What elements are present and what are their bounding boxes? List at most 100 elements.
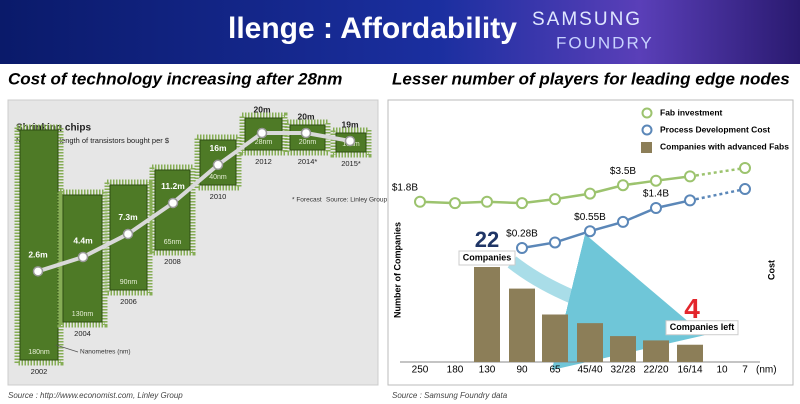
data-label: $0.28B (506, 229, 538, 240)
chip (109, 184, 148, 291)
node-label: 40nm (209, 174, 227, 181)
annotation: Companies (463, 252, 512, 262)
data-label: 7.3m (118, 212, 138, 222)
x-tick-label: 22/20 (643, 365, 668, 376)
data-point (684, 194, 696, 207)
data-point (549, 193, 561, 206)
data-label: 20m (253, 104, 270, 114)
annotation: Nanometres (nm) (80, 349, 131, 356)
source: Source : Samsung Foundry data (392, 391, 508, 400)
data-label: 4 (684, 293, 700, 324)
data-point (584, 187, 596, 200)
data-point (516, 242, 528, 254)
data-point (300, 127, 312, 139)
data-point (684, 170, 696, 183)
chip-pins (104, 179, 153, 296)
bar (509, 288, 535, 362)
legend-label: Companies with advanced Fabs (660, 141, 789, 151)
logo: FOUNDRY (556, 33, 654, 52)
bar (610, 336, 636, 362)
data-point (167, 197, 179, 209)
source: Source : http://www.economist.com, Linle… (8, 391, 183, 400)
data-label: 19m (341, 119, 358, 129)
data-point (584, 225, 596, 238)
x-axis-label: (nm) (756, 365, 777, 376)
y-axis-label: Number of Companies (392, 222, 402, 318)
chip-pins (239, 112, 288, 156)
annotation-box (458, 250, 516, 266)
x-tick-label: 2015* (341, 159, 361, 168)
logo: SAMSUNG (532, 9, 642, 30)
legend-label: Fab investment (660, 107, 723, 117)
data-label: 20m (297, 111, 314, 121)
data-label: 2.6m (28, 250, 48, 260)
chip-pins (330, 127, 372, 158)
node-label: 28nm (255, 139, 273, 146)
node-label: 180nm (28, 349, 50, 356)
legend-marker (641, 142, 652, 153)
pointer (55, 344, 79, 353)
panel-heading: Lesser number of players for leading edg… (392, 69, 790, 88)
bar (542, 314, 568, 362)
data-point (739, 162, 751, 174)
data-point (32, 266, 44, 277)
panel-heading: Cost of technology increasing after 28nm (8, 69, 342, 88)
bar (643, 340, 669, 362)
data-point (516, 197, 528, 210)
data-point (256, 127, 268, 139)
data-label: 16m (209, 143, 226, 153)
x-tick-label: 65 (549, 365, 561, 376)
chip-pins (149, 164, 196, 256)
data-point (481, 195, 493, 208)
bar (677, 344, 703, 362)
data-point (344, 135, 356, 147)
x-tick-label: 45/40 (577, 365, 602, 376)
x-tick-label: 10 (716, 365, 728, 376)
bar (474, 267, 500, 362)
data-label: $1.4B (643, 189, 669, 200)
annotation: * Forecast (292, 197, 322, 204)
data-label: $0.55B (574, 212, 606, 223)
x-tick-label: 250 (412, 365, 429, 376)
x-tick-label: 180 (447, 365, 464, 376)
data-point (212, 159, 224, 171)
data-point (122, 228, 134, 240)
data-label: 4.4m (73, 235, 93, 245)
x-tick-label: 2006 (120, 297, 137, 306)
x-tick-label: 2002 (31, 367, 48, 376)
data-point (617, 215, 629, 228)
x-tick-label: 2010 (210, 192, 227, 201)
annotation: Source: Linley Group (326, 197, 387, 204)
header-band (0, 0, 800, 64)
slide-title: llenge : Affordability (228, 12, 517, 45)
data-point (617, 179, 629, 192)
y2-axis-label: Cost (766, 260, 776, 280)
x-tick-label: 2008 (164, 257, 181, 266)
legend-marker (641, 107, 653, 119)
data-point (650, 174, 662, 187)
x-tick-label: 90 (516, 365, 528, 376)
data-point (739, 183, 751, 196)
annotation-box (665, 320, 739, 336)
x-tick-label: 16/14 (677, 365, 702, 376)
chip-pins (194, 134, 242, 191)
x-tick-label: 2012 (255, 157, 272, 166)
node-label: 90nm (120, 279, 138, 286)
node-label: 130nm (72, 311, 94, 318)
data-label: 11.2m (161, 181, 185, 191)
data-point (449, 197, 461, 210)
data-point (650, 202, 662, 214)
chart-subtitle: Number and length of transistors bought … (16, 136, 170, 145)
data-label: $3.5B (610, 166, 636, 177)
data-label: 22 (475, 227, 499, 252)
chip (19, 129, 59, 361)
annotation: Companies left (670, 322, 735, 332)
legend-label: Process Development Cost (660, 124, 770, 134)
node-label: 20nm (299, 139, 317, 146)
x-tick-label: 32/28 (610, 365, 635, 376)
x-tick-label: 2004 (74, 329, 91, 338)
data-point (549, 236, 561, 249)
data-point (77, 251, 89, 263)
data-label: $1.8B (392, 182, 418, 193)
